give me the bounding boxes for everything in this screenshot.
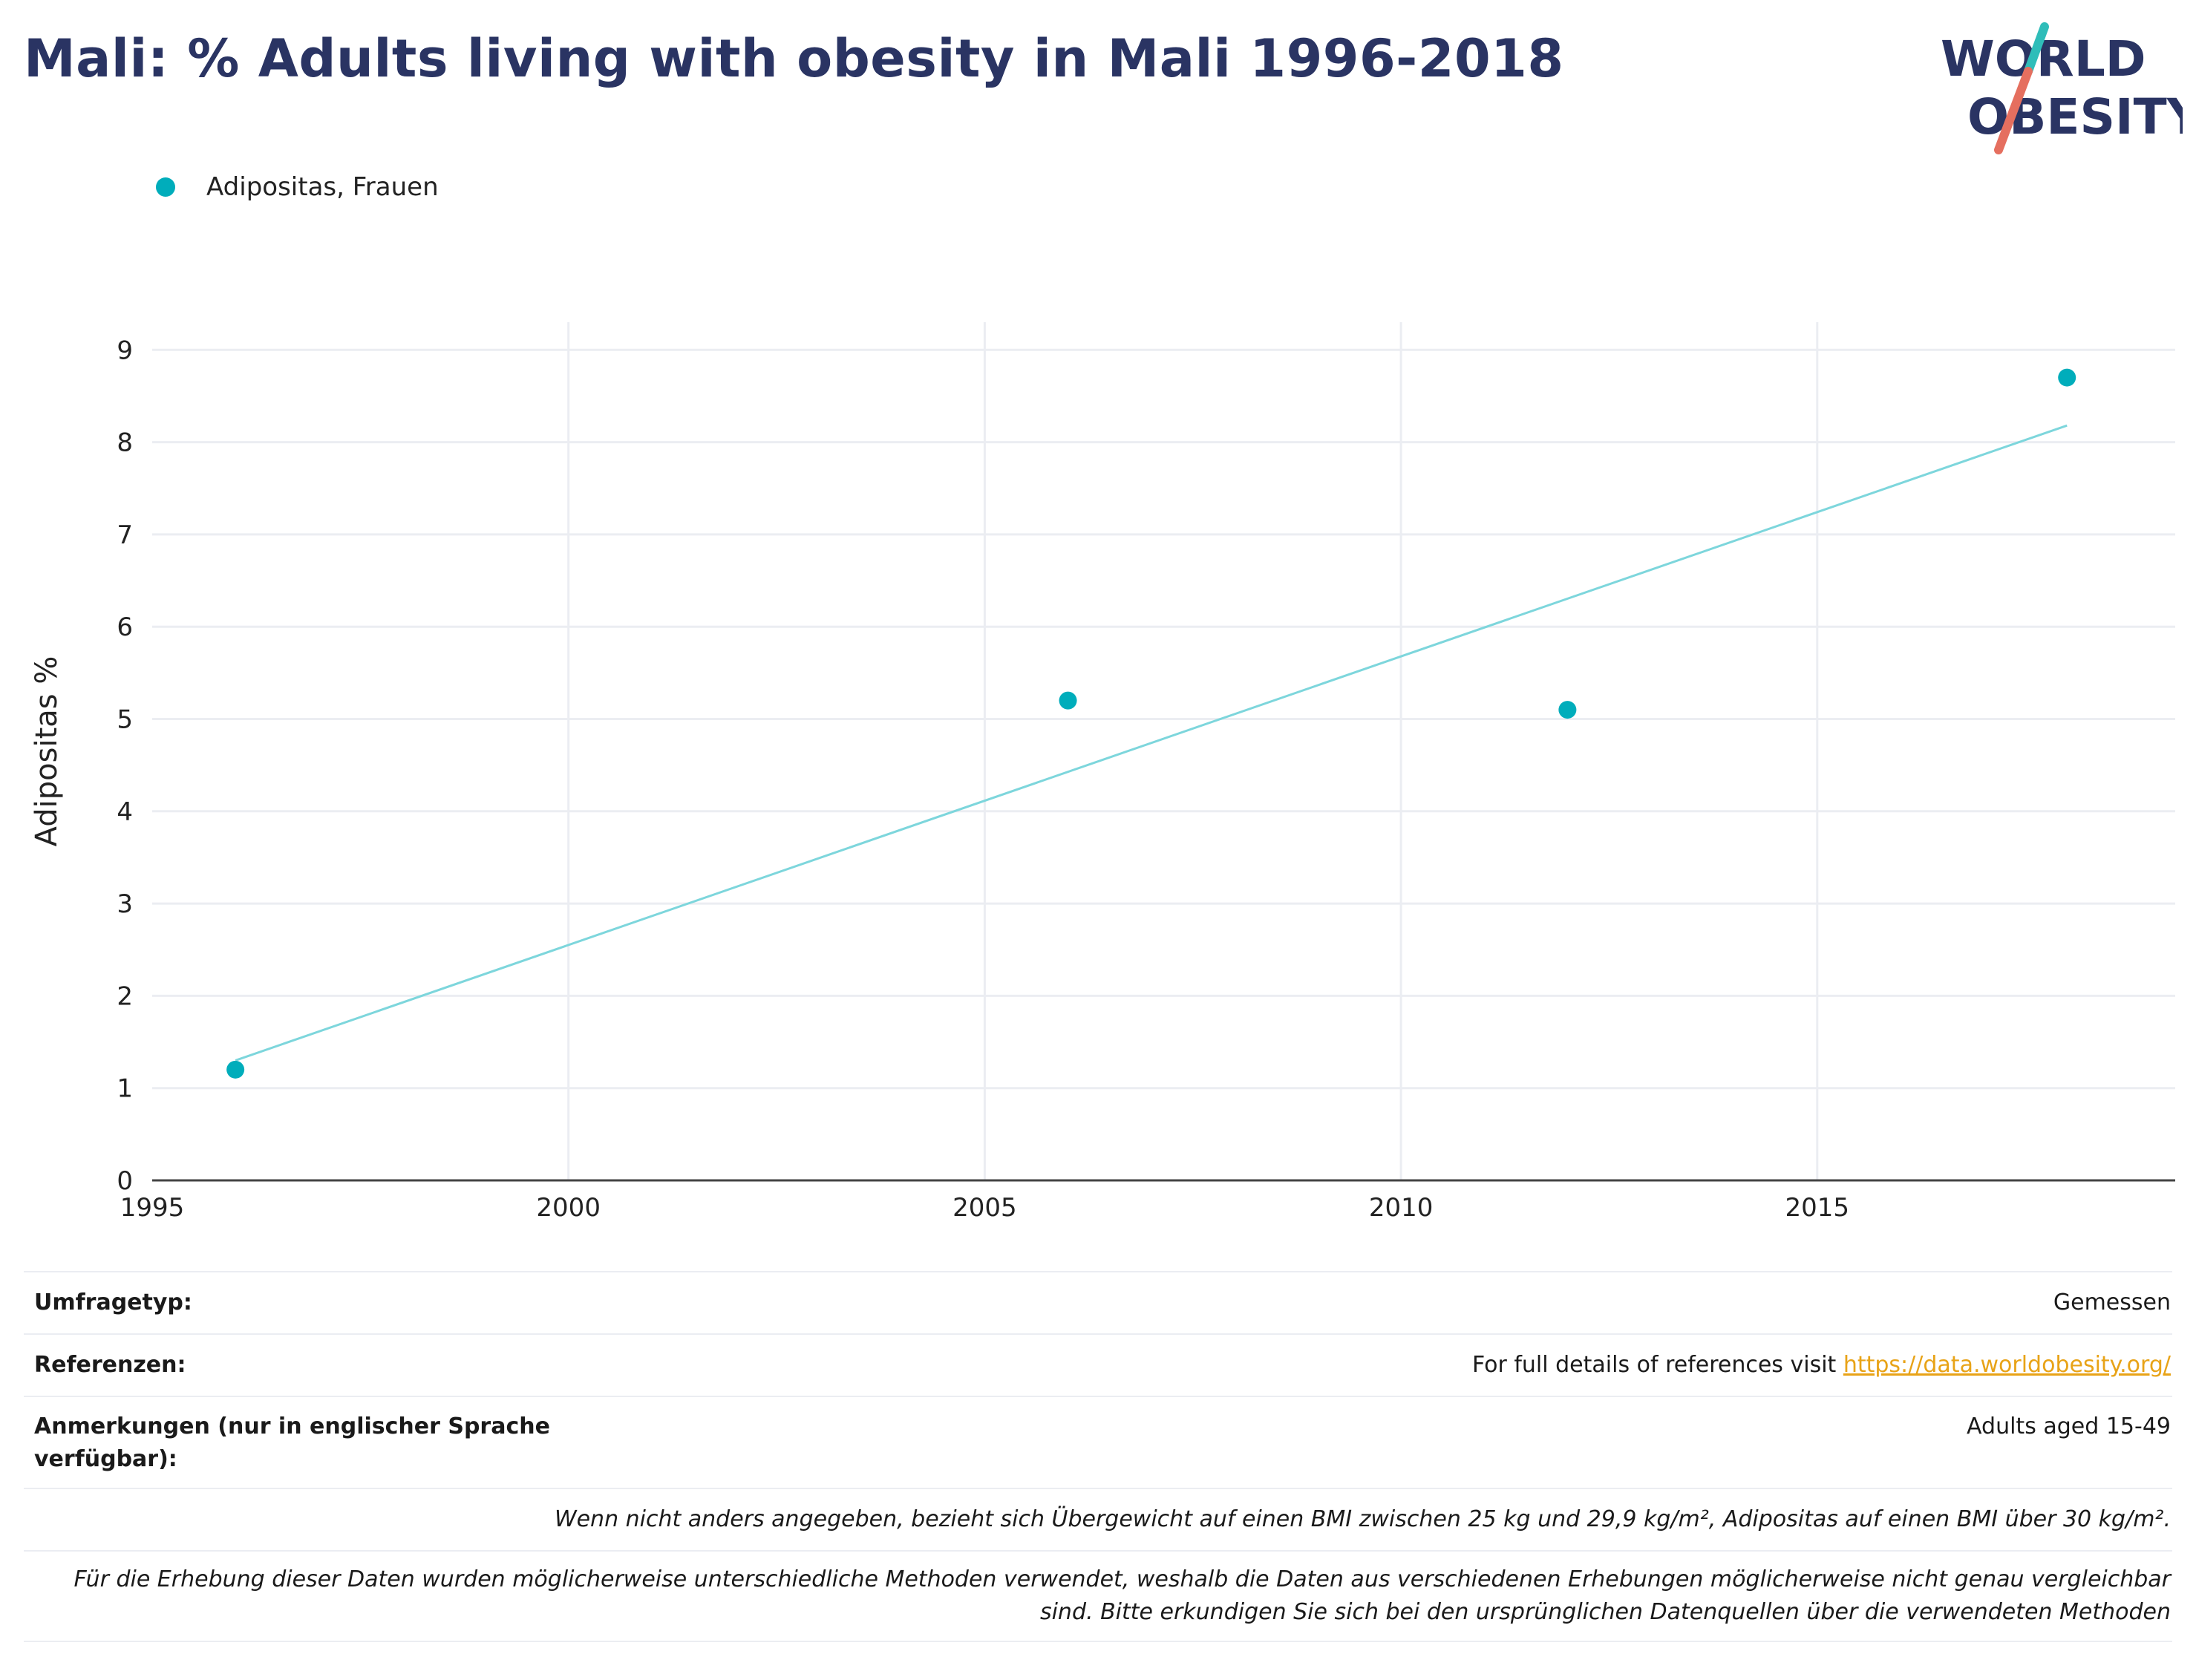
y-tick-label: 3 bbox=[117, 889, 133, 919]
row-definition: Wenn nicht anders angegeben, bezieht sic… bbox=[24, 1488, 2172, 1550]
x-tick-label: 2005 bbox=[952, 1193, 1017, 1223]
scatter-chart: 0 1 2 3 4 5 6 7 8 9 1995 2000 2005 2010 2015 Adiposita… bbox=[30, 322, 2175, 1223]
page-title: Mali: % Adults living with obesity in Ma… bbox=[24, 28, 1564, 89]
row-survey-type: Umfragetyp: Gemessen bbox=[24, 1271, 2172, 1333]
references-value: For full details of references visit htt… bbox=[1472, 1349, 2172, 1382]
references-label: Referenzen: bbox=[34, 1352, 186, 1378]
tick-labels: 0 1 2 3 4 5 6 7 8 9 1995 2000 2005 2010 2015 bbox=[117, 336, 1849, 1223]
info-table: Umfragetyp: Gemessen Referenzen: For ful… bbox=[24, 1271, 2172, 1642]
survey-type-label: Umfragetyp: bbox=[34, 1290, 192, 1315]
notes-value: Adults aged 15-49 bbox=[1967, 1413, 2171, 1439]
row-references: Referenzen: For full details of referenc… bbox=[24, 1333, 2172, 1396]
legend-marker-icon bbox=[156, 177, 175, 197]
x-tick-label: 2000 bbox=[536, 1193, 601, 1223]
y-tick-label: 2 bbox=[117, 981, 133, 1011]
data-point bbox=[2058, 368, 2076, 387]
data-points bbox=[226, 368, 2076, 1079]
data-point bbox=[1558, 701, 1577, 719]
definition-text: Wenn nicht anders angegeben, bezieht sic… bbox=[554, 1506, 2171, 1532]
y-tick-label: 4 bbox=[117, 797, 133, 827]
y-axis-title: Adipositas % bbox=[30, 656, 64, 847]
data-point bbox=[226, 1060, 245, 1079]
row-disclaimer: Für die Erhebung dieser Daten wurden mög… bbox=[24, 1550, 2172, 1642]
y-tick-label: 8 bbox=[117, 428, 133, 458]
y-tick-label: 6 bbox=[117, 612, 133, 642]
x-tick-label: 2010 bbox=[1369, 1193, 1434, 1223]
data-point bbox=[1059, 691, 1077, 710]
y-tick-label: 0 bbox=[117, 1166, 133, 1196]
trendline bbox=[235, 424, 2068, 1062]
x-tick-label: 2015 bbox=[1785, 1193, 1850, 1223]
world-obesity-logo: WORLD OBESITY bbox=[1941, 22, 2183, 154]
grid-lines bbox=[152, 322, 2175, 1180]
logo-slash-teal bbox=[2024, 22, 2049, 76]
disclaimer-text: Für die Erhebung dieser Daten wurden mög… bbox=[73, 1566, 2171, 1625]
row-notes: Anmerkungen (nur in englischer Sprache v… bbox=[24, 1396, 2172, 1488]
y-tick-label: 9 bbox=[117, 336, 133, 365]
chart-legend[interactable]: Adipositas, Frauen bbox=[156, 171, 439, 203]
x-tick-label: 1995 bbox=[120, 1193, 185, 1223]
notes-label: Anmerkungen (nur in englischer Sprache v… bbox=[34, 1413, 550, 1472]
survey-type-value: Gemessen bbox=[2053, 1290, 2171, 1315]
logo-slash-coral bbox=[1994, 67, 2033, 154]
references-link[interactable]: https://data.worldobesity.org/ bbox=[1843, 1352, 2171, 1378]
trendline-line bbox=[235, 424, 2068, 1062]
legend-label: Adipositas, Frauen bbox=[206, 172, 439, 202]
y-tick-label: 7 bbox=[117, 520, 133, 550]
y-tick-label: 1 bbox=[117, 1074, 133, 1104]
y-tick-label: 5 bbox=[117, 705, 133, 734]
references-text: For full details of references visit bbox=[1471, 1352, 1843, 1378]
